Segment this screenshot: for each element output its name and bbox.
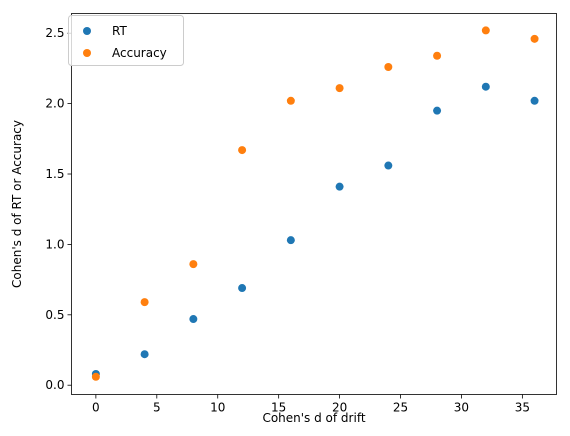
x-tick-label: 0 xyxy=(92,401,100,415)
point-rt xyxy=(140,350,149,359)
point-accuracy xyxy=(286,96,295,105)
point-rt xyxy=(189,315,198,324)
point-accuracy xyxy=(335,84,344,93)
legend-marker-rt xyxy=(83,27,91,35)
point-accuracy xyxy=(238,146,247,155)
x-tick-label: 10 xyxy=(210,401,225,415)
legend-marker-accuracy xyxy=(83,49,91,57)
x-tick-label: 30 xyxy=(454,401,469,415)
point-rt xyxy=(530,96,539,105)
x-axis-label: Cohen's d of drift xyxy=(262,411,365,425)
y-tick-label: 2.5 xyxy=(45,26,64,40)
legend-label-rt: RT xyxy=(112,24,127,38)
plot-area xyxy=(71,13,557,395)
x-tick-label: 35 xyxy=(515,401,530,415)
point-accuracy xyxy=(530,34,539,43)
point-accuracy xyxy=(140,298,149,307)
point-accuracy xyxy=(189,260,198,269)
x-axis: 0 5 10 15 20 25 30 35 xyxy=(92,394,530,415)
x-tick-label: 25 xyxy=(393,401,408,415)
y-tick-label: 0.5 xyxy=(45,308,64,322)
point-rt xyxy=(286,236,295,245)
legend-label-accuracy: Accuracy xyxy=(112,46,167,60)
y-tick-label: 2.0 xyxy=(45,97,64,111)
point-rt xyxy=(335,182,344,191)
point-rt xyxy=(384,161,393,170)
point-rt xyxy=(481,82,490,91)
x-tick-label: 15 xyxy=(271,401,286,415)
data-points xyxy=(91,26,539,381)
y-axis-label: Cohen's d of RT or Accuracy xyxy=(10,120,24,288)
x-tick-label: 20 xyxy=(332,401,347,415)
legend-frame xyxy=(68,15,184,66)
point-accuracy xyxy=(384,63,393,72)
x-tick-label: 5 xyxy=(153,401,161,415)
point-accuracy xyxy=(91,372,100,381)
point-rt xyxy=(433,106,442,115)
y-tick-label: 0.0 xyxy=(45,378,64,392)
point-rt xyxy=(238,284,247,293)
y-tick-label: 1.5 xyxy=(45,167,64,181)
y-tick-label: 1.0 xyxy=(45,237,64,251)
point-accuracy xyxy=(433,51,442,60)
y-axis: 0.0 0.5 1.0 1.5 2.0 2.5 xyxy=(45,26,72,392)
legend: RT Accuracy xyxy=(68,15,184,66)
point-accuracy xyxy=(481,26,490,35)
